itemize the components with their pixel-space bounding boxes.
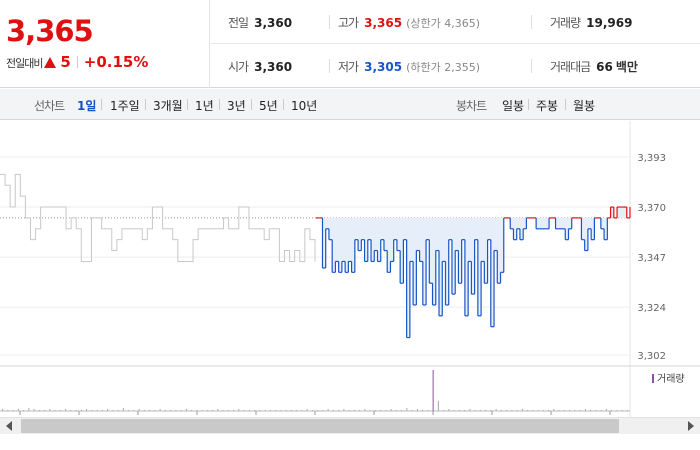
divider: [251, 99, 252, 110]
tab-daily[interactable]: 일봉: [502, 99, 525, 113]
stat-amount: 거래대금 66 백만: [550, 58, 638, 75]
divider: [329, 59, 330, 73]
tab-10y[interactable]: 10년: [291, 99, 318, 113]
stat-high: 고가 3,365 (상한가 4,365): [338, 14, 480, 31]
divider: [531, 15, 532, 29]
chart-scrollbar[interactable]: [0, 417, 700, 450]
scroll-thumb[interactable]: [21, 419, 619, 433]
tab-3y[interactable]: 3년: [227, 99, 246, 113]
stat-low: 저가 3,305 (하한가 2,355): [338, 58, 480, 75]
price-box: 3,365 전일대비 5 +0.15%: [0, 0, 210, 88]
tab-weekly[interactable]: 주봉: [536, 99, 559, 113]
stat-extra: (하한가 2,355): [406, 61, 480, 74]
change-value: 5: [60, 53, 71, 71]
stat-grid: 전일 3,360 고가 3,365 (상한가 4,365) 거래량 19,969 시가 3…: [211, 0, 700, 88]
stat-label: 시가: [228, 60, 249, 74]
prev-day-line: [0, 173, 316, 262]
current-price: 3,365: [6, 14, 94, 48]
tab-monthly[interactable]: 월봉: [573, 99, 596, 113]
stat-row: 시가 3,360 저가 3,305 (하한가 2,355) 거래대금 66 백만: [211, 44, 700, 88]
stat-label: 고가: [338, 16, 359, 30]
stat-value: 66: [596, 60, 613, 74]
scroll-right-arrow-icon[interactable]: [688, 421, 694, 431]
divider: [187, 99, 188, 110]
y-tick-label: 3,393: [637, 153, 666, 164]
stat-open: 시가 3,360: [228, 58, 292, 75]
tab-3m[interactable]: 3개월: [153, 99, 183, 113]
stat-label: 저가: [338, 60, 359, 74]
stat-value: 3,305: [364, 60, 403, 74]
divider: [565, 99, 566, 110]
y-tick-label: 3,324: [637, 303, 666, 314]
price-chart: 3,302 3,324 3,347 3,370 3,393 거래량: [0, 121, 700, 417]
divider: [145, 99, 146, 110]
stat-value: 3,360: [254, 60, 293, 74]
stat-label: 거래량: [550, 16, 581, 30]
stat-value: 3,360: [254, 16, 293, 30]
divider: [329, 15, 330, 29]
divider: [76, 56, 78, 68]
y-tick-label: 3,370: [637, 203, 666, 214]
tab-1d[interactable]: 1일: [77, 99, 97, 113]
y-tick-label: 3,302: [637, 351, 666, 362]
stat-row: 전일 3,360 고가 3,365 (상한가 4,365) 거래량 19,969: [211, 0, 700, 44]
change-percent: +0.15%: [83, 53, 149, 71]
candle-chart-label: 봉차트: [456, 99, 487, 113]
change-row: 전일대비 5 +0.15%: [6, 53, 148, 71]
price-summary: 3,365 전일대비 5 +0.15% 전일 3,360 고가 3,365 (상한가 4…: [0, 0, 700, 88]
y-tick-label: 3,347: [637, 253, 666, 264]
stat-value: 19,969: [586, 16, 633, 30]
stat-volume: 거래량 19,969: [550, 14, 632, 31]
below-reference-fill: [316, 207, 630, 338]
stat-prev-close: 전일 3,360: [228, 14, 292, 31]
divider: [283, 99, 284, 110]
stat-label: 거래대금: [550, 60, 591, 74]
up-triangle-icon: [44, 57, 57, 68]
volume-legend-swatch: [652, 374, 654, 383]
divider: [528, 99, 529, 110]
scroll-left-arrow-icon[interactable]: [6, 421, 12, 431]
tab-1y[interactable]: 1년: [195, 99, 214, 113]
change-label: 전일대비: [6, 57, 43, 70]
tab-5y[interactable]: 5년: [259, 99, 278, 113]
divider: [219, 99, 220, 110]
stat-value: 3,365: [364, 16, 403, 30]
volume-legend-label: 거래량: [657, 373, 685, 385]
line-chart-label: 선차트: [34, 99, 65, 113]
tab-1w[interactable]: 1주일: [110, 99, 140, 113]
stat-unit: 백만: [615, 60, 638, 74]
divider: [101, 99, 102, 110]
stat-label: 전일: [228, 16, 249, 30]
period-tabs: 선차트 1일 1주일 3개월 1년 3년 5년 10년 봉차트 일봉 주봉 월봉: [0, 89, 700, 120]
stat-extra: (상한가 4,365): [406, 17, 480, 30]
divider: [531, 59, 532, 73]
